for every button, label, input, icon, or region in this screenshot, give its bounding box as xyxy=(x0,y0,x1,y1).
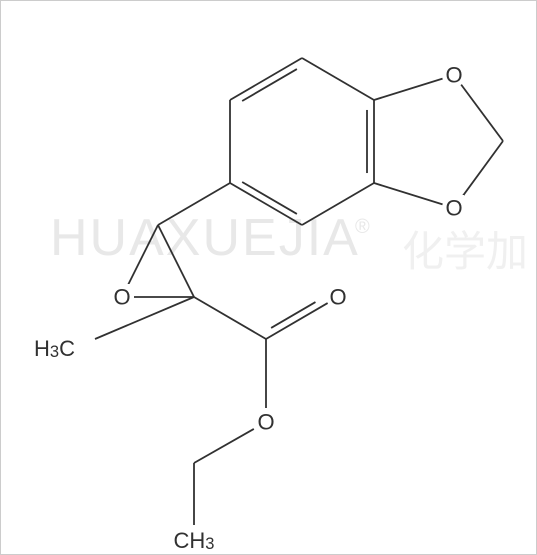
atom-label-o_bot: O xyxy=(445,196,462,221)
molecule-canvas: OOOH3COOCH3 xyxy=(0,0,537,555)
atom-label-epO: O xyxy=(113,285,130,310)
atom-label-o_dbl: O xyxy=(329,285,346,310)
atom-label-o_top: O xyxy=(445,63,462,88)
atom-label-o_eth: O xyxy=(257,410,274,435)
